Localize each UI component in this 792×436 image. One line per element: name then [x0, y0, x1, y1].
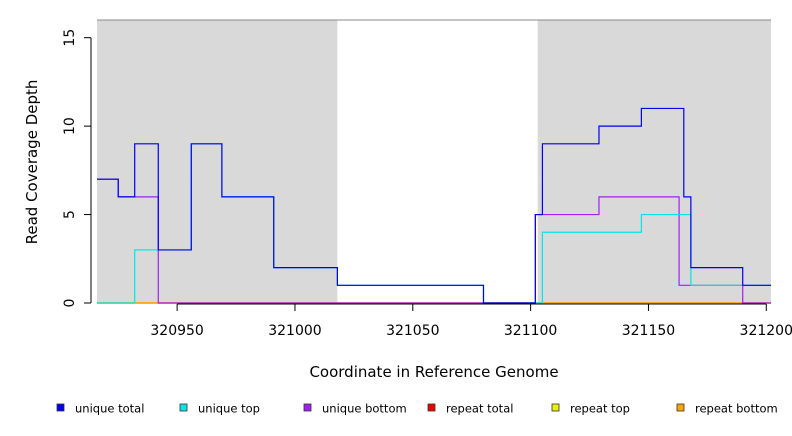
legend-group: unique total unique top unique bottom repea… — [56, 402, 778, 416]
shaded-region-1 — [97, 20, 338, 303]
x-axis-label: Coordinate in Reference Genome — [309, 363, 558, 381]
legend-label-unique-total: unique total — [75, 402, 144, 416]
legend-item-unique-top: unique top — [179, 402, 260, 416]
legend-item-repeat-top: repeat top — [551, 402, 630, 416]
x-tick-label-321000: 321000 — [268, 323, 321, 339]
y-tick-label-15: 15 — [62, 29, 78, 47]
series-lines-group — [97, 107, 771, 304]
legend-label-repeat-top: repeat top — [570, 402, 630, 416]
y-axis-label: Read Coverage Depth — [23, 80, 41, 245]
y-tick-label-5: 5 — [62, 210, 78, 219]
shaded-region-2 — [537, 20, 771, 303]
x-tick-label-321150: 321150 — [622, 323, 675, 339]
legend-swatch-repeat-top — [551, 403, 560, 412]
y-tick-label-0: 0 — [62, 299, 78, 308]
x-tick-label-321100: 321100 — [504, 323, 557, 339]
y-tick-label-10: 10 — [62, 117, 78, 135]
x-tick-label-321200: 321200 — [740, 323, 792, 339]
legend-item-repeat-bottom: repeat bottom — [676, 402, 778, 416]
x-tick-label-320950: 320950 — [150, 323, 203, 339]
legend-swatch-unique-bottom — [303, 403, 312, 412]
legend-item-repeat-total: repeat total — [427, 402, 513, 416]
axes-group: 320950 321000 321050 321100 321150 321200 0 5 10… — [62, 29, 792, 339]
legend-label-repeat-total: repeat total — [446, 402, 513, 416]
legend-swatch-unique-top — [179, 403, 188, 412]
legend-item-unique-bottom: unique bottom — [303, 402, 407, 416]
x-tick-label-321050: 321050 — [386, 323, 439, 339]
legend-label-unique-top: unique top — [198, 402, 260, 416]
legend-swatch-unique-total — [56, 403, 65, 412]
legend-swatch-repeat-bottom — [676, 403, 685, 412]
legend-label-unique-bottom: unique bottom — [322, 402, 407, 416]
series-line-unique-total — [97, 107, 771, 304]
plot-background-group — [97, 19, 771, 303]
legend-item-unique-total: unique total — [56, 402, 144, 416]
legend-swatch-repeat-total — [427, 403, 436, 412]
legend-label-repeat-bottom: repeat bottom — [695, 402, 778, 416]
